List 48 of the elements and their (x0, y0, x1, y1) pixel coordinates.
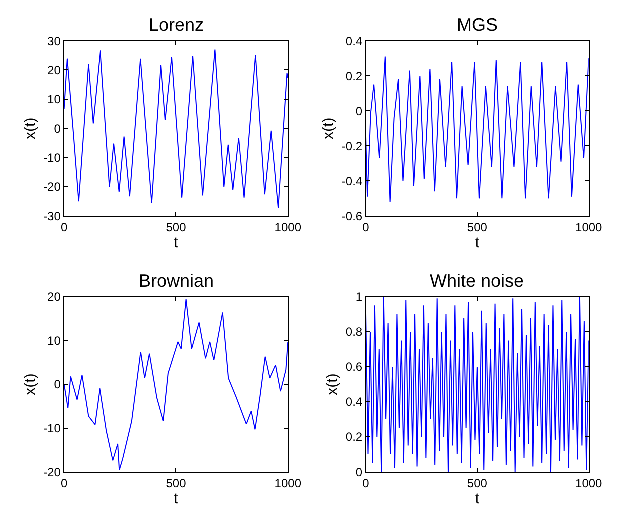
x-tick-label: 500 (166, 476, 187, 490)
x-axis-title: t (174, 490, 180, 508)
line-series (366, 296, 589, 472)
y-tick-label: 0 (54, 122, 62, 136)
y-axis-title: x(t) (22, 118, 39, 140)
y-axis-title: x(t) (324, 374, 342, 396)
y-tick-label: 1 (356, 290, 363, 304)
y-tick-label: 0 (356, 104, 363, 118)
y-tick-label: -0.4 (342, 174, 363, 188)
y-tick-label: -20 (44, 465, 62, 480)
line-series (64, 49, 288, 208)
y-tick-label: -30 (44, 209, 62, 224)
x-tick-label: 500 (467, 220, 488, 235)
y-tick-label: -10 (44, 421, 62, 436)
chart-title: MGS (457, 15, 498, 35)
y-tick-label: -10 (44, 151, 62, 165)
x-tick-label: 1000 (274, 220, 302, 235)
chart-title: White noise (430, 271, 524, 291)
y-axis-title: x(t) (22, 374, 39, 396)
line-series (366, 56, 589, 203)
y-tick-label: -0.6 (342, 209, 363, 224)
line-series (64, 299, 288, 471)
x-tick-label: 500 (467, 476, 488, 490)
y-tick-label: 0.8 (346, 325, 363, 340)
y-tick-label: 30 (48, 34, 62, 48)
y-tick-label: 0.6 (346, 360, 363, 374)
chart-title: Brownian (139, 271, 214, 291)
y-tick-label: 20 (48, 63, 62, 78)
y-tick-label: 0 (356, 465, 363, 480)
y-tick-label: 0.4 (346, 34, 363, 48)
y-tick-label: 20 (48, 290, 62, 304)
y-axis-title: x(t) (320, 118, 338, 140)
y-tick-label: 0.2 (346, 430, 363, 444)
x-tick-label: 1000 (274, 476, 302, 490)
x-axis-title: t (174, 234, 180, 252)
x-tick-label: 1000 (576, 476, 603, 490)
x-axis-title: t (475, 490, 480, 508)
y-tick-label: 10 (48, 334, 62, 348)
y-tick-label: 0 (54, 378, 62, 392)
x-axis-title: t (475, 234, 480, 252)
chart-title: Lorenz (149, 15, 204, 35)
y-tick-label: -0.2 (342, 139, 363, 154)
y-tick-label: 0.4 (346, 395, 363, 410)
y-tick-label: 10 (48, 92, 62, 107)
y-tick-label: 0.2 (346, 69, 363, 84)
x-tick-label: 1000 (576, 220, 603, 235)
x-tick-label: 500 (166, 220, 187, 235)
y-tick-label: -20 (44, 180, 62, 194)
